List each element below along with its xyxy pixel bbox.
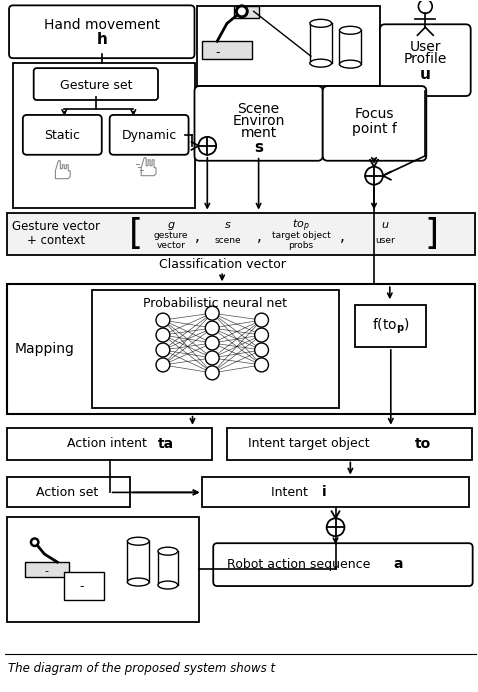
Circle shape	[206, 321, 219, 335]
Ellipse shape	[310, 59, 332, 67]
FancyBboxPatch shape	[213, 543, 473, 586]
Bar	[7, 518, 199, 622]
Ellipse shape	[339, 60, 361, 68]
Text: ,: ,	[340, 229, 345, 244]
Text: f(to$_\mathbf{p}$): f(to$_\mathbf{p}$)	[372, 316, 410, 336]
Text: u: u	[420, 66, 431, 82]
Text: Dynamic: Dynamic	[121, 129, 177, 143]
Text: point f: point f	[352, 122, 396, 136]
Text: user: user	[375, 236, 395, 245]
Text: Focus: Focus	[354, 107, 394, 121]
Bar	[7, 284, 475, 414]
Text: Action set: Action set	[36, 486, 98, 499]
Text: The diagram of the proposed system shows t: The diagram of the proposed system shows…	[8, 662, 275, 675]
Text: Hand movement: Hand movement	[44, 18, 160, 33]
Bar	[197, 6, 380, 86]
Text: Intent: Intent	[271, 486, 312, 499]
Circle shape	[255, 313, 269, 327]
Circle shape	[255, 328, 269, 342]
Text: User: User	[410, 40, 441, 54]
Text: -: -	[44, 566, 49, 576]
Text: Probabilistic neural net: Probabilistic neural net	[143, 297, 287, 310]
Ellipse shape	[128, 578, 149, 586]
Text: s: s	[225, 221, 231, 230]
Text: ment: ment	[240, 126, 277, 140]
Circle shape	[235, 4, 249, 18]
Ellipse shape	[310, 19, 332, 27]
Circle shape	[206, 366, 219, 380]
Bar	[13, 63, 196, 208]
Text: Classification vector: Classification vector	[159, 258, 285, 271]
Circle shape	[206, 351, 219, 365]
FancyBboxPatch shape	[33, 68, 158, 100]
Bar	[7, 212, 475, 255]
Text: Gesture set: Gesture set	[60, 79, 132, 91]
Circle shape	[30, 537, 40, 547]
Text: -: -	[215, 46, 219, 59]
Bar	[7, 477, 130, 507]
FancyBboxPatch shape	[109, 115, 188, 155]
Text: i: i	[321, 485, 326, 500]
Circle shape	[198, 137, 216, 155]
Text: Profile: Profile	[403, 52, 447, 66]
Ellipse shape	[128, 537, 149, 545]
Text: gesture
vector: gesture vector	[153, 230, 188, 250]
Text: -: -	[80, 581, 84, 594]
Circle shape	[255, 343, 269, 357]
Ellipse shape	[339, 26, 361, 35]
Circle shape	[206, 336, 219, 350]
Text: scene: scene	[215, 236, 241, 245]
Text: + context: + context	[27, 234, 86, 247]
Text: u: u	[381, 221, 388, 230]
Text: target object
probs: target object probs	[272, 230, 330, 250]
Ellipse shape	[158, 581, 178, 589]
Text: Gesture vector: Gesture vector	[12, 220, 100, 233]
FancyBboxPatch shape	[9, 6, 195, 58]
Text: s: s	[254, 140, 263, 155]
Bar	[92, 290, 338, 408]
Bar	[25, 562, 69, 577]
Text: Scene: Scene	[238, 102, 280, 116]
Text: Environ: Environ	[232, 114, 285, 128]
Text: Static: Static	[44, 129, 80, 143]
Text: Action intent: Action intent	[67, 437, 151, 450]
Text: h: h	[97, 32, 107, 47]
Text: Intent target object: Intent target object	[248, 437, 374, 450]
Circle shape	[156, 328, 170, 342]
Circle shape	[326, 518, 345, 536]
Bar	[64, 572, 104, 600]
Bar	[202, 477, 469, 507]
Text: [: [	[129, 217, 143, 251]
Bar	[7, 428, 212, 459]
Circle shape	[156, 343, 170, 357]
Circle shape	[255, 358, 269, 372]
Circle shape	[156, 313, 170, 327]
Circle shape	[32, 540, 37, 545]
Bar	[202, 42, 252, 59]
Text: ]: ]	[424, 217, 438, 251]
Circle shape	[238, 8, 246, 15]
Bar	[227, 428, 472, 459]
FancyBboxPatch shape	[195, 86, 323, 161]
Text: to$_p$: to$_p$	[292, 217, 310, 234]
Text: Mapping: Mapping	[15, 342, 75, 356]
Text: a: a	[393, 557, 402, 571]
FancyBboxPatch shape	[380, 24, 471, 96]
Circle shape	[206, 306, 219, 320]
Text: g: g	[167, 221, 174, 230]
Circle shape	[156, 358, 170, 372]
Text: ,: ,	[195, 229, 200, 244]
Text: ,: ,	[257, 229, 262, 244]
Ellipse shape	[158, 547, 178, 555]
FancyBboxPatch shape	[23, 115, 102, 155]
Bar	[234, 6, 259, 18]
Circle shape	[365, 167, 383, 185]
Bar	[355, 305, 426, 347]
Text: to: to	[415, 437, 432, 450]
FancyBboxPatch shape	[323, 86, 426, 161]
Text: ta: ta	[158, 437, 174, 450]
Text: Robot action sequence: Robot action sequence	[228, 558, 375, 571]
